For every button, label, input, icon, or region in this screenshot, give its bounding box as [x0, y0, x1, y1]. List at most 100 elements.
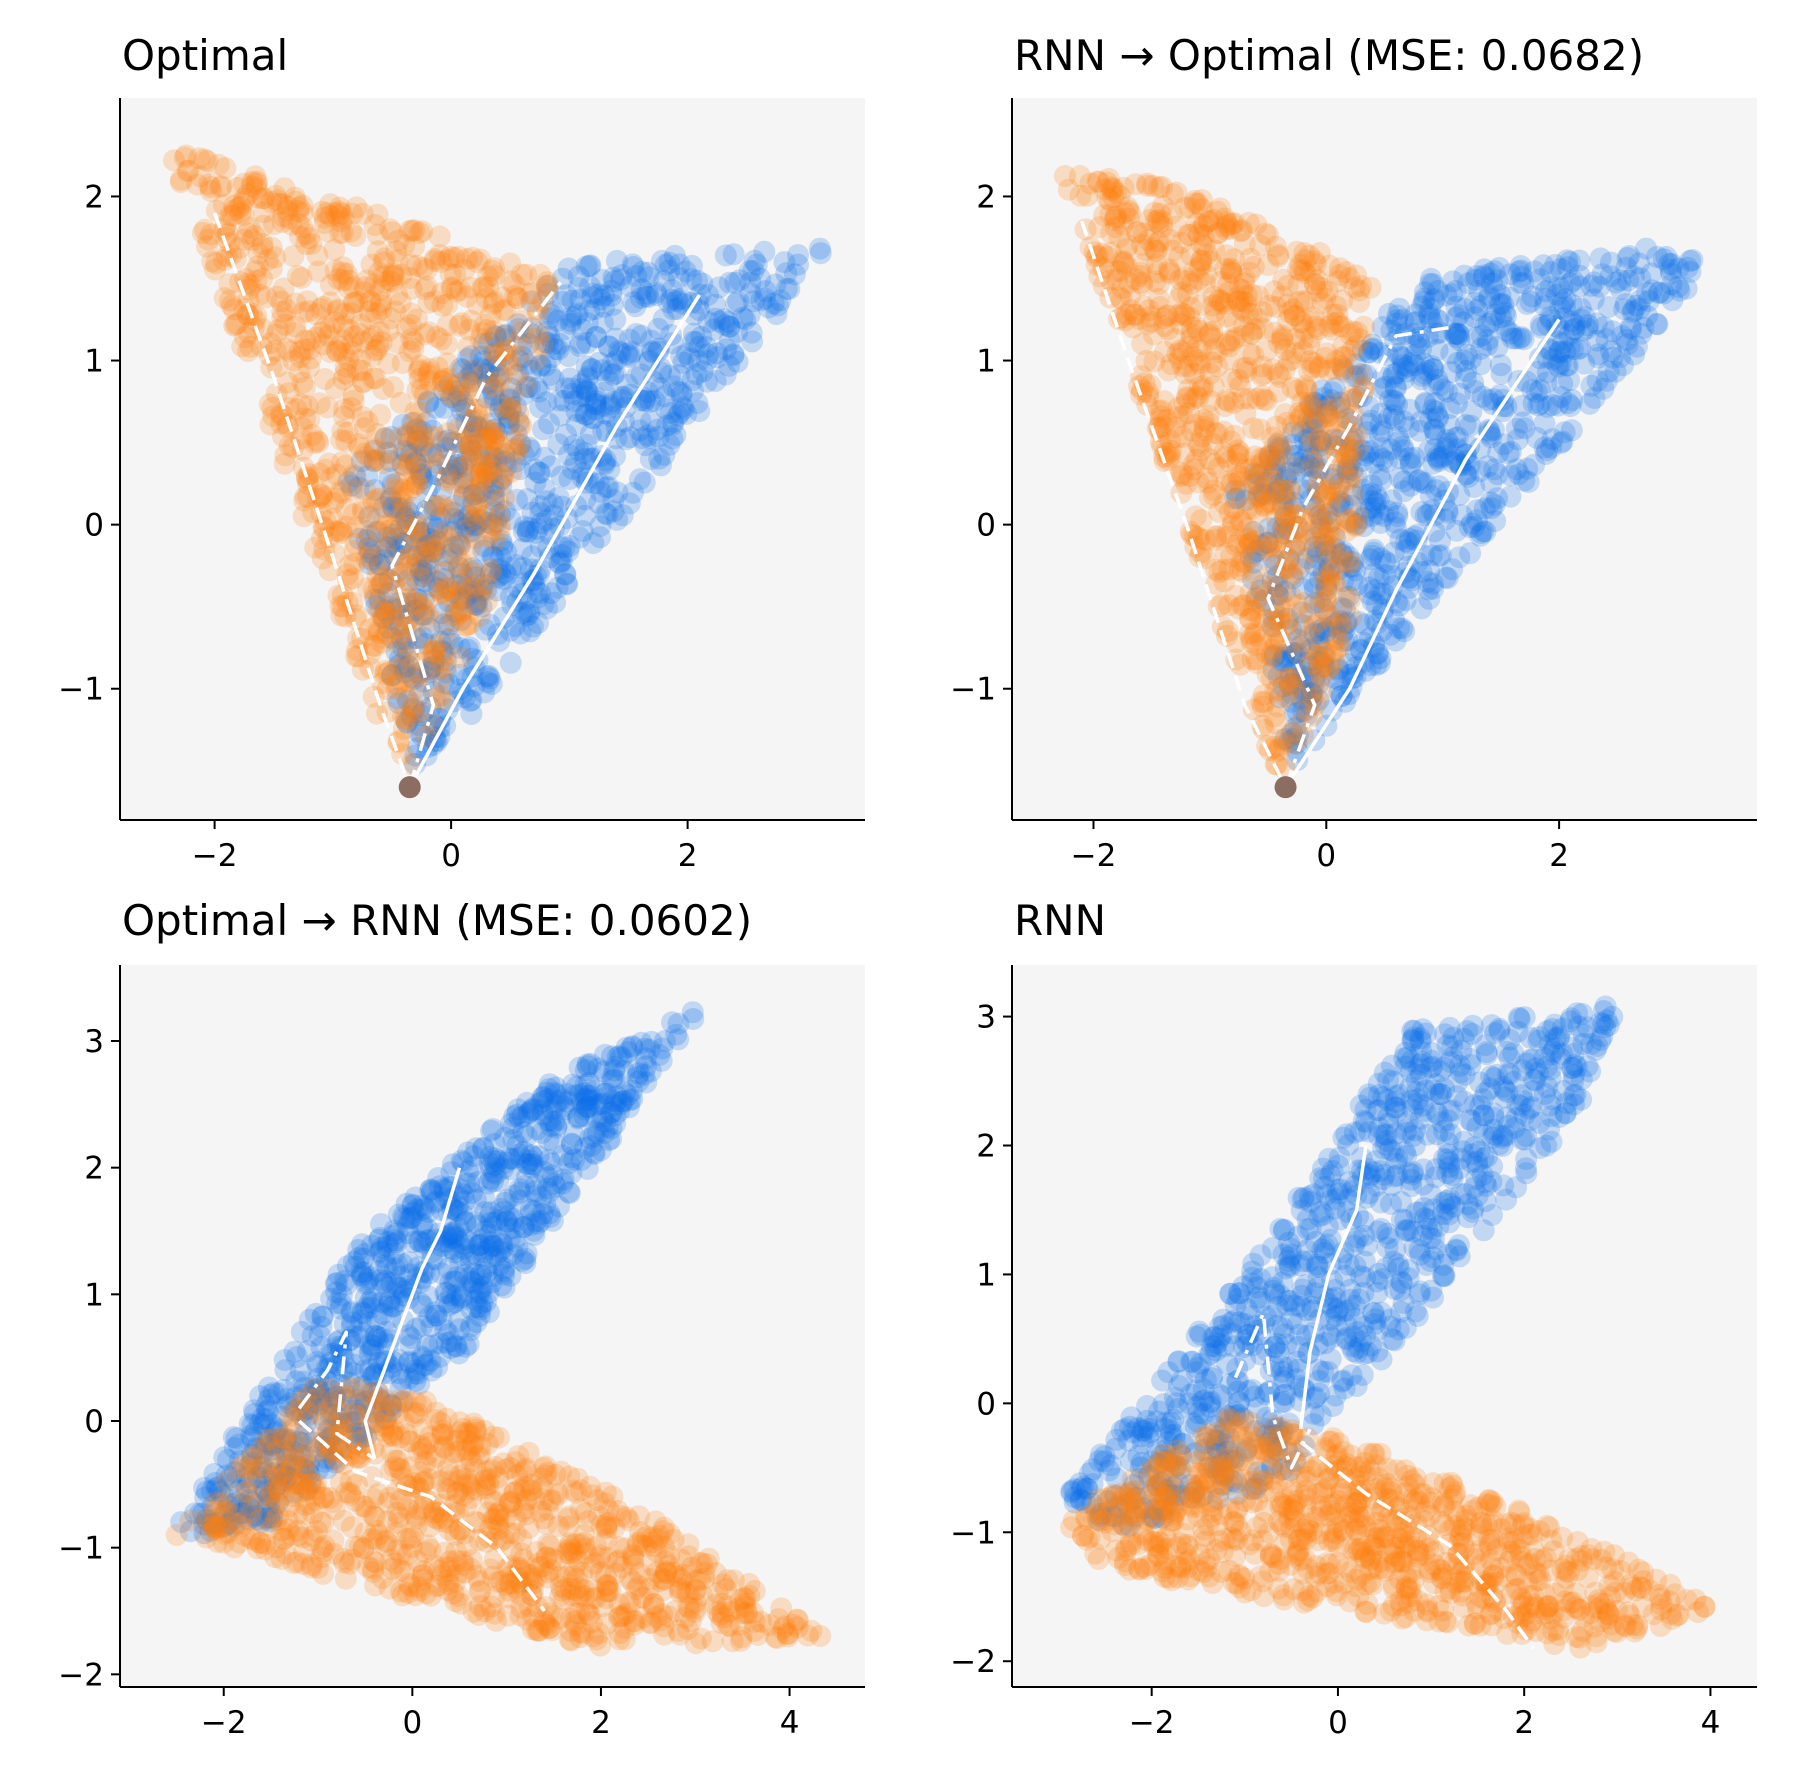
scatter-point	[1389, 467, 1411, 490]
scatter-point	[1306, 540, 1329, 563]
scatter-point	[1264, 446, 1287, 469]
scatter-point	[1500, 322, 1523, 345]
scatter-point	[421, 515, 444, 537]
scatter-point	[517, 1153, 539, 1175]
scatter-point	[366, 508, 389, 531]
scatter-point	[654, 253, 677, 276]
scatter-point	[293, 1457, 316, 1480]
scatter-point	[1228, 509, 1251, 532]
scatter-point	[471, 455, 494, 478]
scatter-point	[1401, 351, 1424, 374]
scatter-point	[1291, 328, 1314, 350]
scatter-point	[359, 307, 382, 330]
scatter-point	[614, 1081, 637, 1104]
scatter-point	[1218, 501, 1241, 524]
scatter-point	[1645, 312, 1668, 335]
scatter-point	[1329, 257, 1352, 280]
scatter-point	[581, 406, 603, 429]
scatter-point	[415, 590, 438, 613]
scatter-point	[1516, 293, 1539, 315]
scatter-point	[1234, 458, 1257, 481]
scatter-point	[1279, 585, 1302, 608]
scatter-point	[579, 422, 602, 445]
scatter-point	[530, 1186, 553, 1209]
scatter-point	[1535, 371, 1558, 394]
scatter-point	[408, 466, 430, 489]
scatter-point	[442, 379, 465, 402]
scatter-point	[374, 659, 397, 682]
scatter-point	[415, 549, 438, 572]
scatter-point	[395, 441, 418, 463]
y-tick-label: 1	[84, 344, 104, 380]
scatter-point	[440, 1284, 463, 1307]
scatter-point	[251, 187, 274, 210]
scatter-point	[1242, 599, 1265, 622]
scatter-point	[1134, 239, 1157, 262]
scatter-point	[1394, 539, 1417, 562]
scatter-point	[454, 370, 477, 393]
scatter-point	[472, 1241, 494, 1264]
scatter-point	[618, 328, 641, 351]
scatter-point	[1623, 343, 1646, 366]
scatter-point	[1268, 606, 1291, 629]
scatter-point	[291, 216, 314, 239]
scatter-point	[1393, 620, 1416, 643]
scatter-point	[448, 534, 471, 557]
scatter-point	[376, 526, 399, 549]
scatter-point	[1329, 495, 1352, 518]
scatter-point	[557, 257, 580, 280]
scatter-point	[1391, 435, 1414, 458]
scatter-point	[372, 626, 395, 649]
scatter-point	[1296, 379, 1319, 402]
scatter-point	[382, 496, 405, 519]
scatter-point	[326, 340, 349, 363]
scatter-point	[204, 258, 227, 281]
scatter-point	[660, 288, 683, 311]
scatter-point	[1267, 243, 1289, 266]
scatter-point	[341, 1325, 364, 1347]
scatter-point	[592, 420, 615, 442]
scatter-point	[413, 1232, 435, 1254]
scatter-point	[1499, 440, 1522, 463]
scatter-point	[680, 254, 703, 277]
scatter-point	[718, 354, 741, 377]
scatter-point	[452, 456, 475, 479]
scatter-point	[1191, 425, 1214, 448]
scatter-point	[1352, 507, 1375, 530]
scatter-point	[1136, 394, 1159, 416]
scatter-point	[559, 312, 582, 335]
scatter-point	[312, 333, 335, 356]
scatter-point	[1445, 519, 1468, 542]
scatter-point	[1597, 296, 1620, 318]
scatter-point	[1305, 502, 1328, 525]
scatter-point	[1177, 378, 1200, 401]
scatter-point	[1318, 604, 1341, 627]
scatter-point	[418, 358, 441, 380]
scatter-point	[1251, 355, 1273, 378]
scatter-point	[451, 400, 473, 422]
scatter-point	[536, 1088, 559, 1111]
scatter-point	[369, 487, 391, 510]
scatter-point	[1219, 259, 1242, 281]
scatter-point	[697, 343, 719, 366]
scatter-point	[481, 462, 504, 484]
scatter-point	[390, 502, 413, 525]
scatter-point	[462, 483, 485, 506]
scatter-point	[498, 407, 520, 430]
scatter-point	[1297, 454, 1320, 477]
scatter-point	[610, 268, 633, 291]
scatter-point	[387, 730, 410, 752]
scatter-point	[1226, 486, 1249, 509]
scatter-point	[514, 374, 537, 397]
scatter-point	[1490, 362, 1513, 385]
scatter-point	[213, 1446, 236, 1469]
scatter-point	[1220, 368, 1243, 391]
scatter-point	[464, 593, 487, 616]
scatter-point	[373, 567, 396, 590]
scatter-point	[385, 640, 408, 663]
scatter-point	[568, 335, 591, 358]
scatter-point	[411, 426, 434, 449]
scatter-point	[621, 1035, 644, 1058]
scatter-point	[1541, 428, 1564, 451]
scatter-point	[1496, 319, 1519, 342]
